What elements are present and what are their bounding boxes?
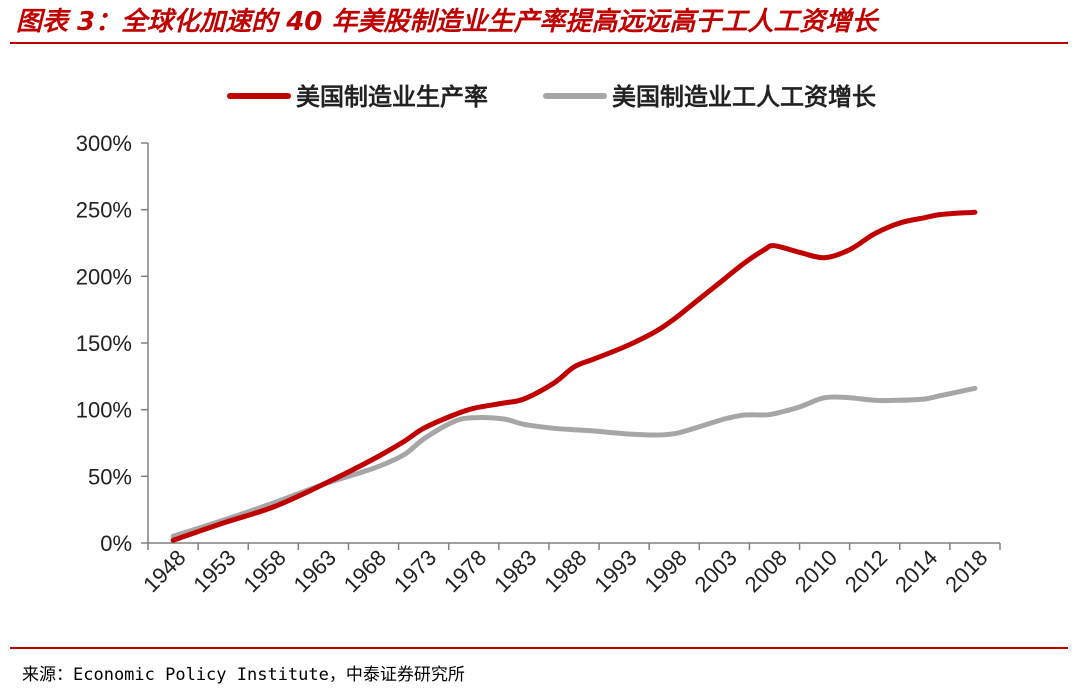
y-axis: 0% 50% 100% 150% 200% 250% 300% [76, 131, 149, 556]
y-tick-label: 150% [76, 331, 132, 356]
x-tick-label: 2008 [740, 545, 792, 597]
x-tick-label: 1958 [239, 545, 291, 597]
y-tick-label: 50% [88, 464, 132, 489]
x-tick-label: 2003 [690, 545, 742, 597]
x-tick-label: 1978 [439, 545, 491, 597]
x-axis: 1948195319581963196819731978198319881993… [138, 542, 1001, 597]
x-tick-label: 1968 [339, 545, 391, 597]
x-tick-label: 1998 [639, 545, 691, 597]
y-tick-label: 200% [76, 264, 132, 289]
series-group [170, 209, 978, 543]
x-tick-label: 1973 [389, 545, 441, 597]
legend-label-0: 美国制造业生产率 [296, 83, 488, 111]
legend: 美国制造业生产率 美国制造业工人工资增长 [227, 83, 877, 111]
footer-divider [10, 647, 1068, 649]
x-tick-label: 2018 [940, 545, 992, 597]
series-line-1 [170, 385, 978, 539]
x-tick-label: 1953 [188, 545, 240, 597]
title-divider [10, 42, 1068, 44]
x-tick-label: 1988 [539, 545, 591, 597]
y-tick-label: 0% [100, 531, 132, 556]
x-tick-label: 1963 [289, 545, 341, 597]
legend-label-1: 美国制造业工人工资增长 [612, 83, 877, 111]
source-note: 来源：Economic Policy Institute，中泰证券研究所 [22, 665, 465, 685]
series-line-0 [170, 209, 978, 543]
chart-title: 图表 3：全球化加速的 40 年美股制造业生产率提高远远高于工人工资增长 [16, 7, 878, 37]
x-tick-label: 2012 [840, 545, 892, 597]
x-tick-label: 1993 [589, 545, 641, 597]
x-tick-label: 2014 [890, 545, 942, 597]
y-tick-label: 300% [76, 131, 132, 156]
y-tick-label: 250% [76, 198, 132, 223]
x-tick-label: 1983 [489, 545, 541, 597]
x-tick-label: 2010 [790, 545, 842, 597]
y-tick-label: 100% [76, 398, 132, 423]
x-tick-label: 1948 [138, 545, 190, 597]
